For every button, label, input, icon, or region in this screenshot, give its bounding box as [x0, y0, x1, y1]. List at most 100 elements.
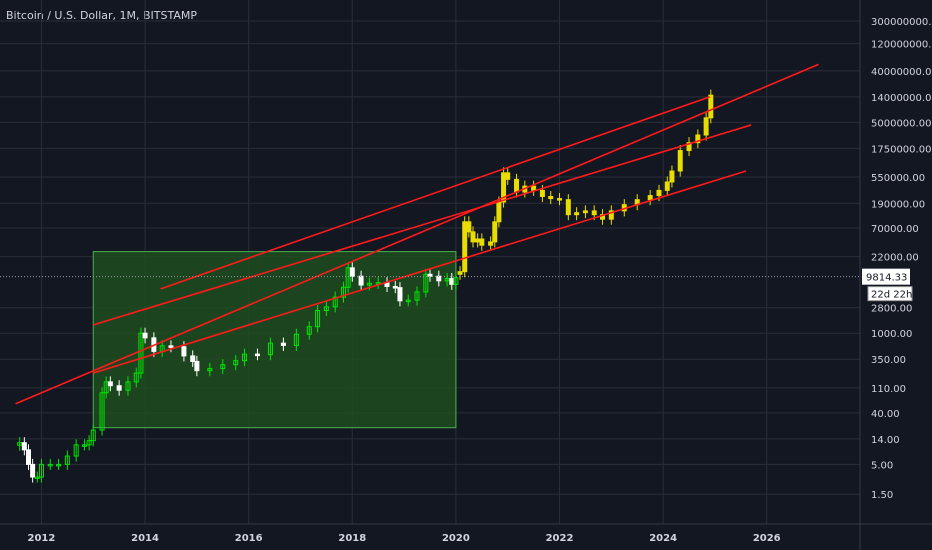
y-tick-label: 550000.00 [871, 173, 925, 184]
candle [444, 278, 450, 282]
candle [392, 285, 398, 289]
y-tick-label: 1.50 [871, 490, 893, 501]
channel-line [93, 124, 752, 326]
candle [280, 342, 286, 346]
y-tick-label: 350.00 [871, 355, 906, 366]
candle [99, 392, 105, 431]
candle [107, 381, 113, 387]
candle [466, 221, 472, 233]
candle [340, 286, 346, 298]
candle [323, 306, 329, 312]
x-tick-label: 2016 [235, 533, 263, 544]
x-tick-label: 2018 [338, 533, 366, 544]
candle [405, 299, 411, 303]
current-price-label: 9814.33 [866, 273, 907, 284]
candle [168, 345, 174, 348]
candle [142, 332, 148, 339]
y-tick-label: 2800.00 [871, 304, 912, 315]
candle [345, 267, 351, 288]
channel-line [15, 63, 819, 405]
candle [254, 353, 260, 357]
candle [427, 273, 433, 277]
candle [462, 221, 468, 273]
candle [47, 463, 53, 467]
candle [116, 385, 122, 391]
candle [582, 210, 588, 214]
candle [90, 429, 96, 442]
candle [349, 267, 355, 277]
y-tick-label: 190000.00 [871, 199, 925, 210]
candle [488, 241, 494, 246]
candle [242, 353, 248, 362]
y-tick-label: 70000.00 [871, 224, 919, 235]
candle [496, 201, 502, 223]
y-tick-label: 110.00 [871, 384, 906, 395]
candle [332, 296, 338, 308]
chart-title: Bitcoin / U.S. Dollar, 1M, BITSTAMP [6, 9, 198, 22]
candle [695, 134, 701, 144]
candle [103, 381, 109, 394]
candle [492, 221, 498, 243]
candle [505, 172, 511, 180]
candle [457, 271, 463, 275]
channel-lines [15, 63, 819, 405]
candle [565, 199, 571, 216]
candle [233, 360, 239, 366]
candle [539, 189, 545, 198]
time-axis[interactable]: 2012 2014 2016 2018 2020 2022 2024 2026 [28, 533, 781, 544]
candle [56, 463, 62, 467]
y-tick-label: 5.00 [871, 460, 893, 471]
candle [470, 231, 476, 243]
y-tick-label: 40.00 [871, 409, 900, 420]
candle [81, 444, 87, 447]
candle [669, 170, 675, 183]
candle [479, 238, 485, 246]
countdown-label: 22d 22h [871, 290, 912, 301]
candle [315, 310, 321, 328]
candle [703, 117, 709, 136]
candle [194, 360, 200, 372]
y-tick-label: 14000000.00 [871, 93, 932, 104]
candle [656, 189, 662, 197]
candle [306, 326, 312, 335]
y-tick-label: 22000.00 [871, 253, 919, 264]
candle [574, 212, 580, 216]
candle [358, 275, 364, 286]
candle [708, 94, 714, 119]
candle [514, 178, 520, 193]
candle [414, 291, 420, 301]
candle [38, 463, 44, 478]
y-tick-label: 5000000.00 [871, 118, 931, 129]
y-tick-label: 1750000.00 [871, 144, 931, 155]
candle [267, 342, 273, 356]
x-tick-label: 2020 [442, 533, 470, 544]
candle [181, 346, 187, 357]
candle [25, 449, 31, 465]
candle [677, 150, 683, 172]
price-axis[interactable]: 300000000.00 120000000.00 40000000.00 14000… [871, 17, 932, 501]
candle [73, 444, 79, 457]
channel-line [93, 170, 747, 374]
x-tick-label: 2012 [28, 533, 56, 544]
candle [475, 238, 481, 243]
candle [293, 333, 299, 346]
x-tick-label: 2026 [753, 533, 781, 544]
candle [557, 198, 563, 201]
candle [686, 142, 692, 152]
candle [548, 196, 554, 200]
candle [21, 442, 27, 451]
y-tick-label: 300000000.00 [871, 17, 932, 28]
candle [501, 172, 507, 203]
x-tick-label: 2022 [546, 533, 574, 544]
candle [397, 287, 403, 302]
candle [423, 273, 429, 293]
current-price-tag: 9814.33 22d 22h [862, 268, 913, 302]
candle [64, 455, 70, 465]
y-tick-label: 40000000.00 [871, 67, 932, 78]
candle [366, 282, 372, 286]
candle [453, 277, 459, 285]
x-tick-label: 2024 [649, 533, 677, 544]
candle [138, 332, 144, 374]
candle [647, 195, 653, 201]
